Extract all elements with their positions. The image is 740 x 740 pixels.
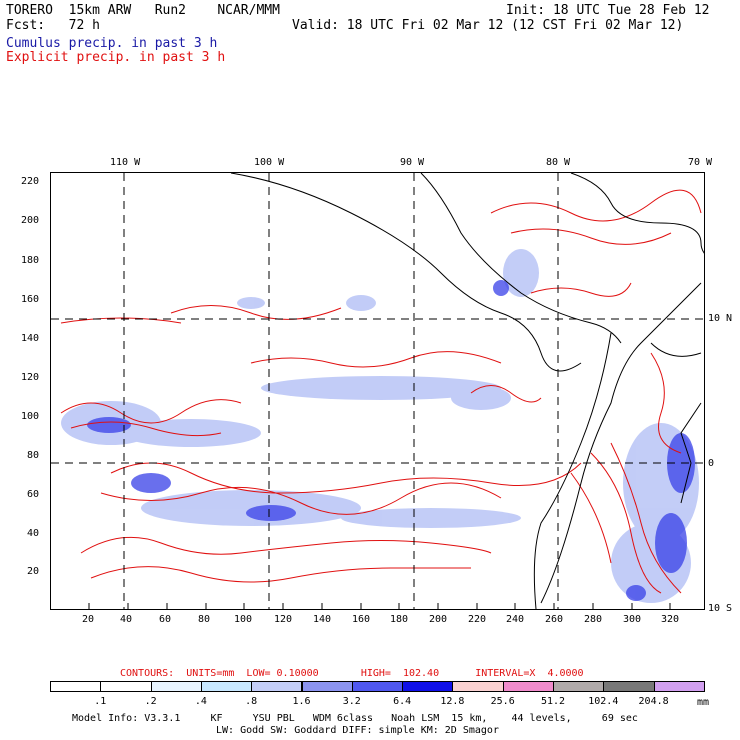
y-tick: 180 bbox=[21, 255, 40, 266]
legend-value-label: .2 bbox=[144, 696, 157, 707]
legend-units: mm bbox=[697, 697, 710, 708]
valid-time: Valid: 18 UTC Fri 02 Mar 12 (12 CST Fri … bbox=[292, 18, 684, 33]
contours-info: CONTOURS: UNITS=mm LOW= 0.10000 HIGH= 10… bbox=[120, 668, 584, 679]
x-tick: 240 bbox=[506, 614, 525, 625]
y-tick: 60 bbox=[27, 489, 40, 500]
x-tick: 60 bbox=[159, 614, 172, 625]
x-tick: 260 bbox=[545, 614, 564, 625]
cumulus-precip-label: Cumulus precip. in past 3 h bbox=[6, 36, 218, 51]
precip-map bbox=[50, 172, 705, 610]
lon-label-110w: 110 W bbox=[110, 157, 141, 168]
legend-value-label: 25.6 bbox=[490, 696, 515, 707]
legend-value-label: 51.2 bbox=[540, 696, 566, 707]
x-tick: 180 bbox=[390, 614, 409, 625]
x-tick: 220 bbox=[468, 614, 487, 625]
x-tick: 160 bbox=[352, 614, 371, 625]
y-tick: 80 bbox=[27, 450, 40, 461]
model-info-line2: LW: Godd SW: Goddard DIFF: simple KM: 2D… bbox=[216, 725, 499, 736]
lon-label-80w: 80 W bbox=[546, 157, 571, 168]
y-tick: 100 bbox=[21, 411, 40, 422]
explicit-precip-contours bbox=[60, 189, 702, 594]
x-tick: 320 bbox=[661, 614, 680, 625]
x-tick: 80 bbox=[198, 614, 211, 625]
y-tick: 220 bbox=[21, 176, 40, 187]
x-tick: 140 bbox=[313, 614, 332, 625]
lat-lon-grid bbox=[51, 173, 704, 609]
legend-swatch bbox=[100, 681, 152, 692]
lon-label-90w: 90 W bbox=[400, 157, 425, 168]
legend-swatch bbox=[301, 681, 353, 692]
legend-value-label: 3.2 bbox=[342, 696, 361, 707]
legend-swatch bbox=[200, 681, 253, 692]
legend-value-label: 6.4 bbox=[393, 696, 412, 707]
x-tick: 200 bbox=[429, 614, 448, 625]
y-tick: 140 bbox=[21, 333, 40, 344]
legend-value-label: 1.6 bbox=[292, 696, 311, 707]
legend-swatch bbox=[351, 681, 404, 692]
lon-label-70w: 70 W bbox=[688, 157, 713, 168]
x-tick: 100 bbox=[234, 614, 253, 625]
legend-value-label: 12.8 bbox=[440, 696, 465, 707]
x-tick: 280 bbox=[584, 614, 603, 625]
legend-swatch bbox=[502, 681, 554, 692]
legend-swatch bbox=[653, 681, 705, 692]
x-tick: 120 bbox=[274, 614, 293, 625]
y-tick: 160 bbox=[21, 294, 40, 305]
legend-swatch bbox=[50, 681, 102, 692]
model-info-line1: Model Info: V3.3.1 KF YSU PBL WDM 6class… bbox=[72, 713, 638, 724]
y-tick: 20 bbox=[27, 566, 40, 577]
legend-swatch bbox=[402, 681, 454, 692]
lat-label-equator: 0 bbox=[708, 458, 715, 469]
x-tick: 40 bbox=[120, 614, 133, 625]
legend-value-label: .8 bbox=[245, 696, 258, 707]
y-tick: 120 bbox=[21, 372, 40, 383]
x-tick: 20 bbox=[82, 614, 95, 625]
legend-swatch bbox=[603, 681, 655, 692]
legend-value-label: 204.8 bbox=[638, 696, 669, 707]
explicit-precip-label: Explicit precip. in past 3 h bbox=[6, 50, 226, 65]
lon-label-100w: 100 W bbox=[254, 157, 285, 168]
legend-value-label: .1 bbox=[94, 696, 107, 707]
legend-swatch bbox=[251, 681, 303, 692]
legend-value-label: .4 bbox=[194, 696, 207, 707]
forecast-hour: Fcst: 72 h bbox=[6, 18, 100, 33]
x-tick: 300 bbox=[623, 614, 642, 625]
legend-value-label: 102.4 bbox=[588, 696, 619, 707]
lat-label-10s: 10 S bbox=[708, 603, 733, 614]
y-tick: 200 bbox=[21, 215, 40, 226]
lat-label-10n: 10 N bbox=[708, 313, 733, 324]
y-tick: 40 bbox=[27, 528, 40, 539]
init-time: Init: 18 UTC Tue 28 Feb 12 bbox=[506, 3, 710, 18]
coastlines bbox=[230, 173, 704, 609]
legend-swatch bbox=[553, 681, 605, 692]
model-run-title: TORERO 15km ARW Run2 NCAR/MMM bbox=[6, 3, 280, 18]
cumulus-precip-field bbox=[61, 249, 699, 603]
legend-swatch bbox=[452, 681, 504, 692]
legend-swatch bbox=[150, 681, 202, 692]
